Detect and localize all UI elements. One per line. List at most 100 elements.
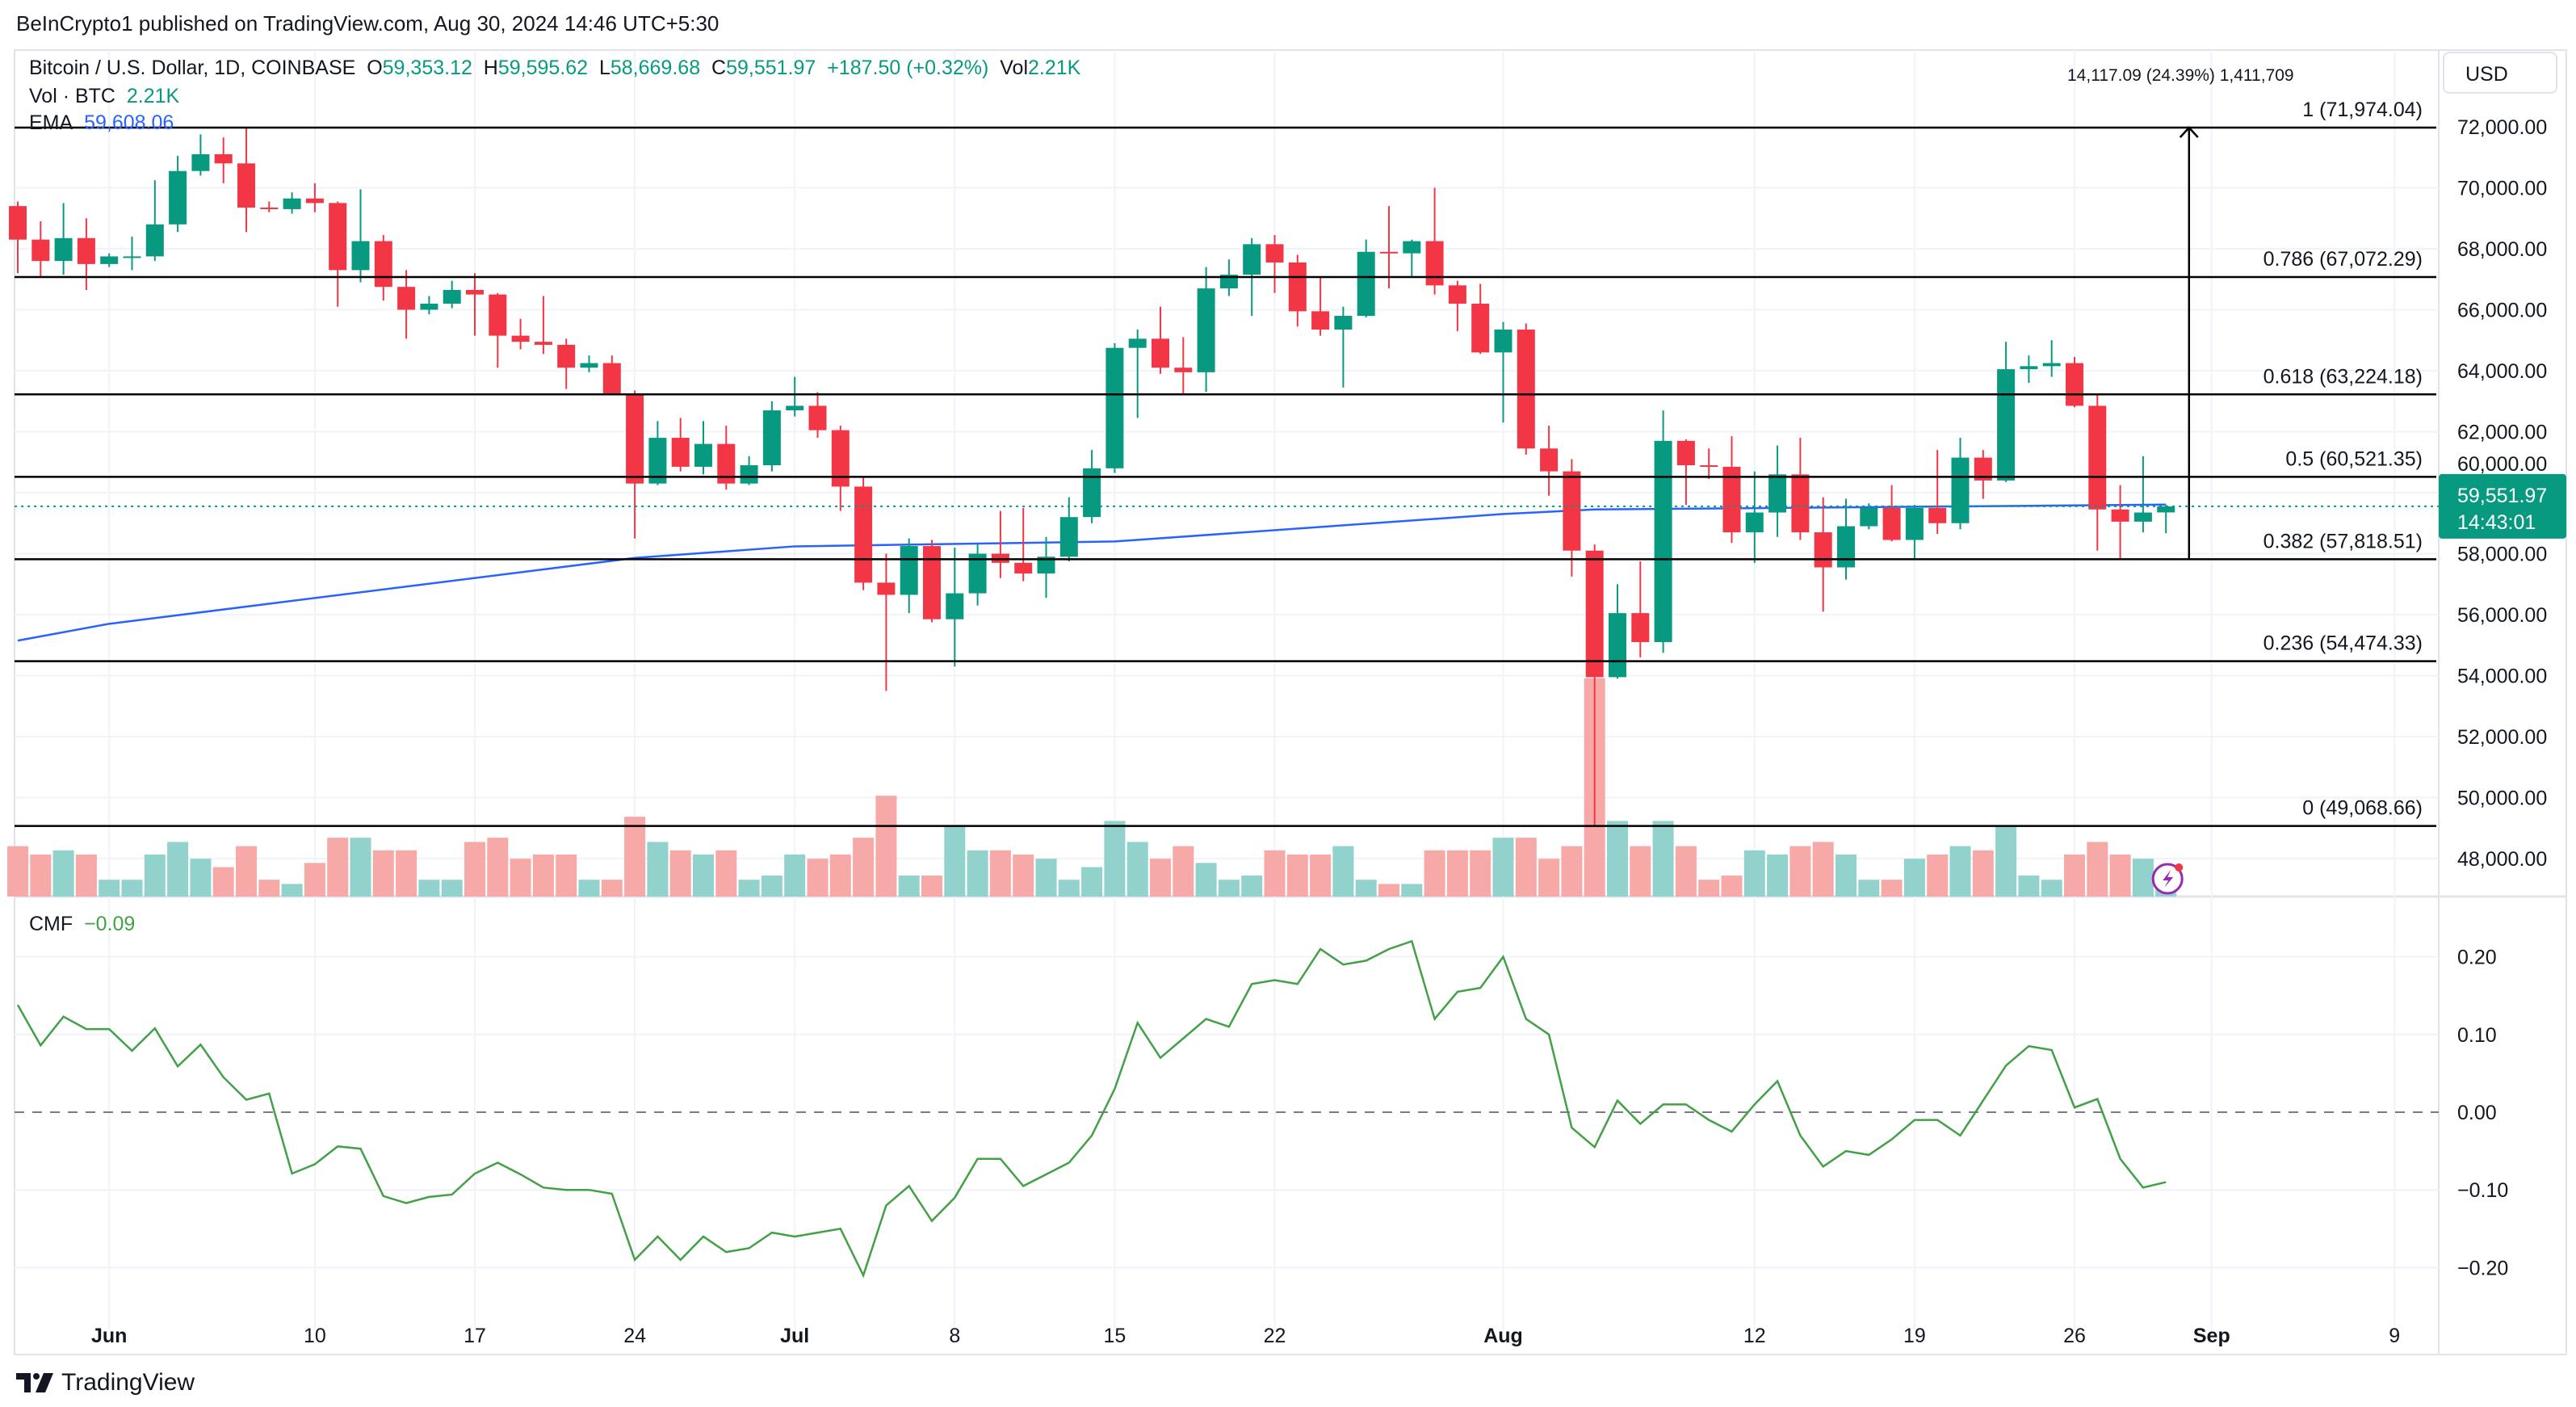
volume-bar xyxy=(853,838,875,897)
cmf-label: CMF xyxy=(29,913,73,935)
volume-bar xyxy=(1013,855,1034,897)
volume-bar xyxy=(396,850,417,897)
volume-bar xyxy=(601,880,623,897)
volume-bar xyxy=(236,846,257,897)
candle-body xyxy=(1791,474,1810,533)
candle xyxy=(1128,330,1147,418)
candle-body xyxy=(762,410,781,466)
volume-bar xyxy=(2041,880,2062,897)
volume-bar xyxy=(989,850,1011,897)
cmf-value: −0.09 xyxy=(84,913,136,935)
volume-bar xyxy=(715,850,737,897)
candle-body xyxy=(1768,474,1787,513)
candle-body xyxy=(1425,241,1444,286)
candle xyxy=(1654,410,1672,653)
volume-bar xyxy=(2109,855,2131,897)
candle xyxy=(1448,280,1466,331)
fib-level-label: 0.786 (67,072.29) xyxy=(2263,248,2423,271)
candle-body xyxy=(1700,465,1718,468)
candle-body xyxy=(1174,368,1193,372)
candle-body xyxy=(329,203,347,271)
volume-bar xyxy=(1903,859,1925,897)
candle xyxy=(557,338,576,389)
candle xyxy=(260,201,279,212)
candle-body xyxy=(1540,448,1559,472)
candle-body xyxy=(1860,507,1878,527)
volume-bar xyxy=(327,838,349,897)
candle xyxy=(1059,497,1078,561)
chart-frame xyxy=(14,49,2567,1355)
candle-body xyxy=(1357,251,1375,317)
candle-body xyxy=(1197,288,1215,372)
volume-bar xyxy=(967,850,988,897)
price-axis-label: 50,000.00 xyxy=(2457,788,2547,810)
candle xyxy=(626,390,644,539)
candle xyxy=(100,253,119,267)
volume-bar xyxy=(1218,880,1240,897)
ema-legend: EMA 59,608.06 xyxy=(29,111,174,135)
price-axis-label: 58,000.00 xyxy=(2457,544,2547,566)
candle-body xyxy=(1037,556,1055,574)
candle xyxy=(489,292,507,368)
volume-bar xyxy=(738,880,760,897)
candle-body xyxy=(1517,330,1535,449)
tradingview-logo[interactable]: TradingView xyxy=(16,1369,195,1396)
candle-body xyxy=(77,237,95,264)
volume-bar xyxy=(350,838,371,897)
candle-body xyxy=(1928,507,1947,523)
time-axis-label: Jun xyxy=(91,1325,127,1347)
candle-body xyxy=(1631,613,1650,642)
candle xyxy=(1540,425,1559,496)
candle xyxy=(1951,438,1970,530)
candle-body xyxy=(1882,507,1901,540)
candle-body xyxy=(1837,526,1855,568)
cmf-axis-label: −0.10 xyxy=(2457,1179,2508,1202)
candle xyxy=(1517,323,1535,455)
volume-bar xyxy=(1836,855,1856,897)
candle-body xyxy=(1951,457,1970,523)
candle-body xyxy=(1014,562,1033,574)
volume-bar xyxy=(1104,821,1126,897)
candle xyxy=(1105,343,1124,473)
volume-bar xyxy=(510,859,531,897)
lightning-alert-icon[interactable] xyxy=(2151,863,2184,895)
time-axis-label: Sep xyxy=(2193,1325,2230,1347)
candle xyxy=(1357,239,1375,317)
volume-bar xyxy=(1081,867,1103,897)
lightning-bolt xyxy=(2163,870,2174,888)
last-price-tag: 59,551.97 14:43:01 xyxy=(2439,473,2566,539)
volume-bar xyxy=(1881,880,1903,897)
candle-body xyxy=(466,289,484,295)
volume-bar xyxy=(784,855,806,897)
ema-value: 59,608.06 xyxy=(84,111,174,134)
volume-bar xyxy=(556,855,577,897)
candle xyxy=(1631,561,1650,657)
candle xyxy=(191,134,210,176)
candle xyxy=(1974,450,1992,499)
candle-body xyxy=(1974,457,1992,481)
candle xyxy=(1403,239,1421,276)
cmf-axis-label: 0.20 xyxy=(2457,947,2497,969)
vol-label: Vol xyxy=(1000,57,1029,79)
time-axis-label: Jul xyxy=(780,1325,809,1347)
fib-level-label: 0 (49,068.66) xyxy=(2302,797,2423,820)
low-label: L xyxy=(598,57,610,79)
volume-legend: Vol · BTC 2.21K xyxy=(29,85,179,108)
candle-body xyxy=(717,443,736,484)
candle xyxy=(237,128,255,233)
volume-bar xyxy=(212,867,234,897)
currency-button[interactable]: USD xyxy=(2443,52,2557,94)
candle xyxy=(305,183,324,212)
volume-bar xyxy=(1972,850,1994,897)
candle-body xyxy=(648,438,667,484)
volume-bar xyxy=(1812,842,1834,897)
volume-bar xyxy=(2132,859,2154,897)
candle xyxy=(1380,206,1398,289)
volume-bar xyxy=(52,850,74,897)
candle-body xyxy=(1563,471,1581,551)
volume-bar xyxy=(1355,880,1377,897)
candle xyxy=(351,189,370,283)
open-label: O xyxy=(367,57,383,79)
cmf-axis-label: 0.00 xyxy=(2457,1102,2497,1124)
